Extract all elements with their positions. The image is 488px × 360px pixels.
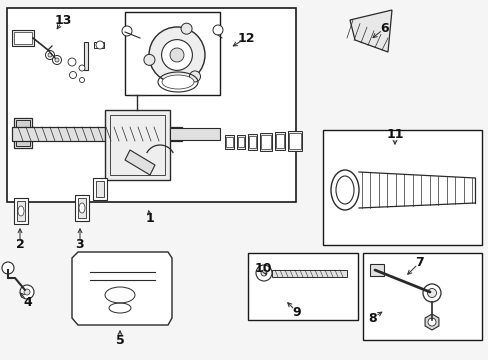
Circle shape (80, 77, 84, 82)
Bar (125, 12, 220, 95)
Bar (274, 132, 285, 150)
Circle shape (52, 55, 61, 64)
Bar (238, 137, 244, 147)
Text: 2: 2 (16, 238, 24, 252)
Text: 3: 3 (76, 238, 84, 252)
Circle shape (149, 27, 204, 83)
Text: 10: 10 (254, 261, 271, 274)
Bar (237, 135, 244, 149)
Circle shape (48, 53, 52, 57)
Circle shape (213, 25, 223, 35)
Circle shape (122, 26, 132, 36)
Bar (261, 135, 270, 149)
Bar (287, 131, 302, 151)
Bar (323, 130, 481, 245)
Polygon shape (72, 252, 172, 325)
Polygon shape (424, 314, 438, 330)
Bar (271, 270, 346, 277)
Text: 5: 5 (115, 333, 124, 346)
Polygon shape (125, 150, 155, 175)
Text: 13: 13 (54, 13, 72, 27)
Bar (84, 42, 88, 70)
Bar (96, 181, 104, 197)
Polygon shape (349, 10, 391, 52)
Text: 8: 8 (368, 311, 377, 324)
Circle shape (427, 318, 435, 326)
Bar (288, 133, 301, 149)
Bar (247, 253, 357, 320)
Circle shape (422, 284, 440, 302)
Bar (275, 134, 284, 148)
Text: 11: 11 (386, 129, 403, 141)
Circle shape (161, 40, 192, 71)
Bar (260, 133, 271, 151)
Circle shape (189, 71, 200, 82)
Ellipse shape (18, 206, 24, 216)
Circle shape (170, 48, 183, 62)
Bar (12, 127, 182, 141)
Bar (93, 178, 107, 200)
Bar (369, 264, 383, 276)
Text: 1: 1 (145, 211, 154, 225)
Text: 12: 12 (237, 31, 254, 45)
Circle shape (2, 262, 14, 274)
Bar (7, 8, 295, 202)
Bar (12, 30, 34, 46)
Ellipse shape (79, 203, 85, 213)
Bar (170, 128, 220, 140)
Bar (14, 32, 32, 44)
Bar (14, 118, 32, 148)
Bar (110, 115, 164, 175)
Text: 4: 4 (23, 296, 32, 309)
Circle shape (24, 289, 30, 295)
Bar (17, 201, 25, 221)
Ellipse shape (162, 75, 194, 89)
Bar (224, 135, 234, 149)
Circle shape (20, 285, 34, 299)
Bar (248, 136, 256, 148)
Circle shape (45, 50, 54, 59)
Circle shape (68, 58, 76, 66)
Text: 6: 6 (380, 22, 388, 35)
Bar (105, 110, 170, 180)
Text: 7: 7 (415, 256, 424, 269)
Circle shape (261, 270, 266, 276)
Bar (225, 137, 232, 147)
Circle shape (181, 23, 192, 34)
Circle shape (69, 72, 76, 78)
Circle shape (427, 288, 436, 297)
Text: 9: 9 (292, 306, 301, 319)
Circle shape (143, 54, 155, 66)
Bar (75, 195, 89, 221)
Bar (16, 120, 30, 146)
Bar (94, 42, 104, 48)
Circle shape (79, 65, 85, 71)
Circle shape (55, 58, 59, 62)
Bar (14, 198, 28, 224)
Bar (247, 134, 257, 150)
Ellipse shape (335, 176, 353, 204)
Bar (78, 198, 86, 218)
Bar (362, 253, 481, 340)
Circle shape (256, 265, 271, 281)
Circle shape (96, 41, 104, 49)
